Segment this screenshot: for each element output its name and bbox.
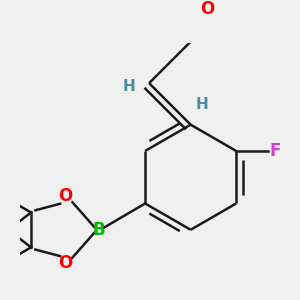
Text: B: B: [92, 221, 105, 239]
Text: F: F: [270, 142, 281, 160]
Text: O: O: [58, 188, 72, 206]
Text: O: O: [58, 254, 72, 272]
Text: H: H: [196, 97, 209, 112]
Text: O: O: [200, 0, 214, 18]
Text: H: H: [122, 79, 135, 94]
